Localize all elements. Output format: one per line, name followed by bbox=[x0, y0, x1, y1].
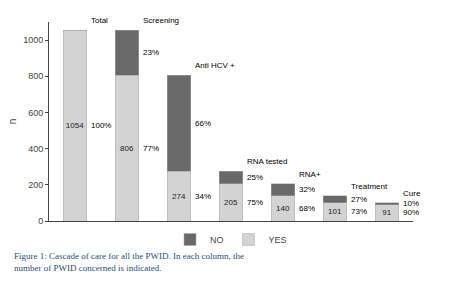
svg-text:n: n bbox=[7, 119, 18, 125]
svg-text:90%: 90% bbox=[403, 208, 419, 217]
svg-text:Screening: Screening bbox=[143, 16, 179, 25]
svg-text:200: 200 bbox=[28, 180, 43, 190]
svg-text:1000: 1000 bbox=[23, 35, 43, 45]
svg-text:Figure 1: Cascade of care for: Figure 1: Cascade of care for all the PW… bbox=[14, 251, 244, 273]
svg-text:100%: 100% bbox=[91, 121, 111, 130]
svg-text:68%: 68% bbox=[299, 204, 315, 213]
svg-text:YES: YES bbox=[269, 235, 287, 245]
svg-text:101: 101 bbox=[328, 207, 342, 216]
svg-text:Total: Total bbox=[91, 16, 108, 25]
svg-text:205: 205 bbox=[224, 198, 238, 207]
svg-text:77%: 77% bbox=[143, 144, 159, 153]
svg-text:0: 0 bbox=[38, 216, 43, 226]
svg-text:27%: 27% bbox=[351, 195, 367, 204]
svg-text:RNA tested: RNA tested bbox=[247, 157, 287, 166]
svg-text:274: 274 bbox=[172, 192, 186, 201]
svg-text:1054: 1054 bbox=[66, 121, 84, 130]
svg-text:34%: 34% bbox=[195, 192, 211, 201]
svg-text:RNA+: RNA+ bbox=[299, 170, 321, 179]
svg-text:10%: 10% bbox=[403, 199, 419, 208]
svg-text:75%: 75% bbox=[247, 198, 263, 207]
svg-text:NO: NO bbox=[210, 235, 224, 245]
svg-text:32%: 32% bbox=[299, 185, 315, 194]
svg-text:140: 140 bbox=[276, 204, 290, 213]
svg-text:806: 806 bbox=[120, 144, 134, 153]
svg-text:91: 91 bbox=[382, 208, 391, 217]
svg-text:73%: 73% bbox=[351, 207, 367, 216]
svg-text:600: 600 bbox=[28, 108, 43, 118]
svg-text:Anti HCV +: Anti HCV + bbox=[195, 61, 235, 70]
svg-text:25%: 25% bbox=[247, 173, 263, 182]
svg-text:23%: 23% bbox=[143, 48, 159, 57]
svg-text:400: 400 bbox=[28, 144, 43, 154]
svg-text:Cure: Cure bbox=[403, 189, 421, 198]
svg-text:800: 800 bbox=[28, 71, 43, 81]
svg-text:66%: 66% bbox=[195, 119, 211, 128]
svg-text:Treatment: Treatment bbox=[351, 182, 388, 191]
